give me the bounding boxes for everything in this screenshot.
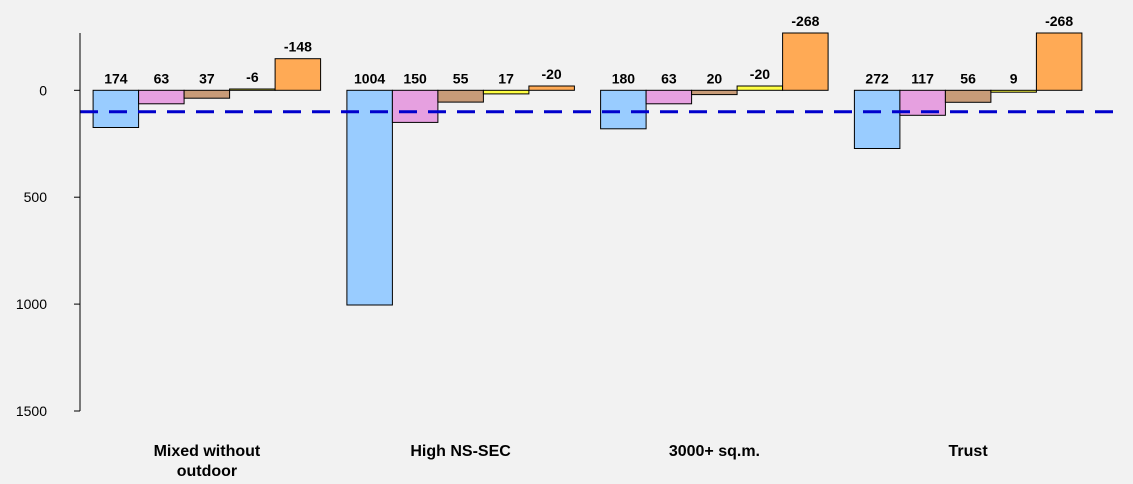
bar-s3-c3 xyxy=(990,89,1037,93)
y-tick-label: 1000 xyxy=(16,296,47,312)
bar-s4-c1 xyxy=(528,85,575,91)
data-label: 55 xyxy=(453,70,469,86)
data-label: 174 xyxy=(104,70,128,86)
data-label: -6 xyxy=(246,69,259,85)
y-tick-label: 0 xyxy=(39,82,47,98)
bar-s3-c1 xyxy=(482,89,530,95)
bar-s1-c1 xyxy=(391,89,439,123)
data-label: 63 xyxy=(661,70,677,86)
bar-s0-c0 xyxy=(92,89,140,129)
data-label: 1004 xyxy=(354,70,385,86)
data-label: 117 xyxy=(911,70,934,86)
bar-s4-c3 xyxy=(1035,32,1083,91)
bar-s1-c2 xyxy=(645,89,693,105)
bar-s2-c1 xyxy=(437,89,484,103)
category-label: 3000+ sq.m. xyxy=(669,443,760,460)
y-tick-label: 1500 xyxy=(16,403,47,419)
data-label: -268 xyxy=(1045,13,1073,29)
bar-s1-c0 xyxy=(138,89,185,105)
bar-s0-c3 xyxy=(853,89,901,150)
data-label: 150 xyxy=(403,70,427,86)
bar-s4-c2 xyxy=(782,32,829,91)
data-label: -20 xyxy=(541,66,561,82)
y-tick-label: 500 xyxy=(24,189,48,205)
data-label: 56 xyxy=(960,70,976,86)
category-label: Trust xyxy=(949,443,989,460)
bar-s0-c2 xyxy=(600,89,647,130)
data-label: -148 xyxy=(284,39,312,55)
bar-s2-c3 xyxy=(944,89,992,103)
data-label: 180 xyxy=(612,70,636,86)
bar-s4-c0 xyxy=(274,58,322,91)
data-label: 9 xyxy=(1010,70,1018,86)
bar-s2-c2 xyxy=(691,89,738,96)
data-label: 37 xyxy=(199,70,215,86)
data-label: -268 xyxy=(791,13,819,29)
data-label: -20 xyxy=(750,66,770,82)
category-label: Mixed without xyxy=(154,443,261,460)
bar-s3-c2 xyxy=(736,85,784,91)
bar-s2-c0 xyxy=(183,89,231,99)
bar-s0-c1 xyxy=(346,89,393,306)
data-label: 17 xyxy=(498,70,514,86)
data-label: 63 xyxy=(154,70,170,86)
category-label: outdoor xyxy=(177,463,237,480)
data-label: 272 xyxy=(865,70,889,86)
category-label: High NS-SEC xyxy=(410,443,511,460)
data-label: 20 xyxy=(707,70,723,86)
bar-s3-c0 xyxy=(229,88,276,91)
